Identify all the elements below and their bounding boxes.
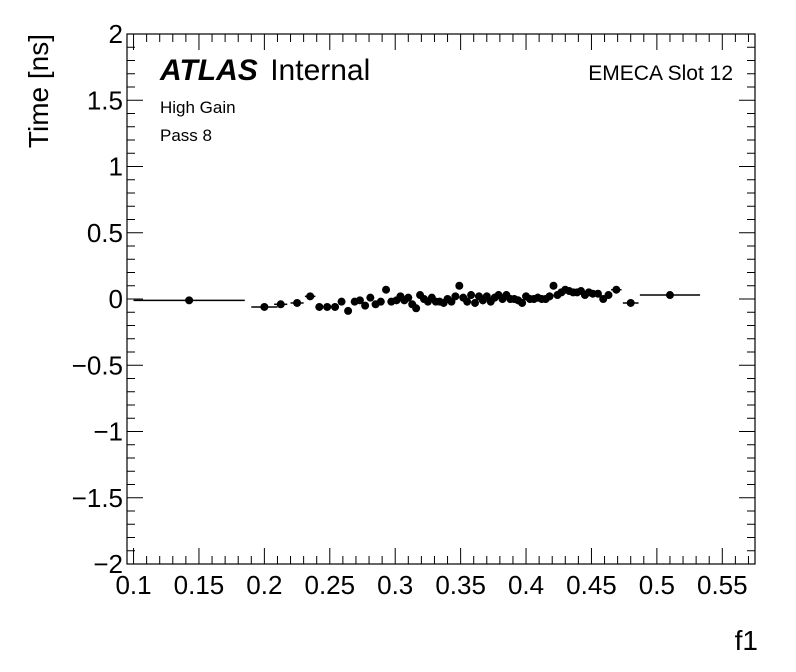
data-point <box>251 302 278 311</box>
y-tick-label: 1 <box>109 152 123 182</box>
y-tick-label: −2 <box>93 549 123 579</box>
data-point <box>315 302 324 311</box>
x-tick-label: 0.25 <box>304 570 355 600</box>
data-points <box>133 281 701 315</box>
point-marker <box>306 292 315 301</box>
point-marker <box>545 292 554 301</box>
data-point <box>549 281 558 290</box>
x-tick-label: 0.4 <box>508 570 544 600</box>
point-marker <box>518 298 527 307</box>
point-marker <box>626 298 635 307</box>
data-point <box>366 293 375 302</box>
data-point <box>361 301 370 310</box>
data-point <box>133 296 245 305</box>
data-point <box>639 291 701 300</box>
point-marker <box>260 302 269 311</box>
point-marker <box>467 291 476 300</box>
y-tick-label: 0.5 <box>87 218 123 248</box>
x-tick-label: 0.45 <box>566 570 617 600</box>
data-point <box>404 293 413 302</box>
slot-label: EMECA Slot 12 <box>588 62 733 85</box>
data-point <box>274 300 288 309</box>
data-point <box>604 291 613 300</box>
x-axis-title: f1 <box>735 625 758 656</box>
y-tick-label: 1.5 <box>87 85 123 115</box>
x-tick-label: 0.55 <box>697 570 748 600</box>
atlas-logo-text: ATLAS <box>159 54 258 87</box>
point-marker <box>344 306 353 315</box>
y-axis-title: Time [ns] <box>23 34 54 148</box>
point-marker <box>323 302 332 311</box>
y-tick-label: 2 <box>109 19 123 49</box>
point-marker <box>382 285 391 294</box>
point-marker <box>665 291 674 300</box>
data-point <box>518 298 527 307</box>
point-marker <box>463 297 472 306</box>
data-point <box>337 297 346 306</box>
x-tick-label: 0.15 <box>174 570 225 600</box>
data-point <box>594 289 602 298</box>
point-marker <box>604 291 613 300</box>
y-tick-label: −0.5 <box>72 350 123 380</box>
y-tick-label: −1 <box>93 417 123 447</box>
point-marker <box>612 285 621 294</box>
point-marker <box>355 296 364 305</box>
point-marker <box>412 304 421 313</box>
data-point <box>323 302 332 311</box>
point-marker <box>376 297 385 306</box>
point-marker <box>455 281 464 290</box>
data-point <box>451 292 460 301</box>
point-marker <box>337 297 346 306</box>
data-point <box>611 285 622 294</box>
data-point <box>463 297 472 306</box>
atlas-status-text: Internal <box>270 54 370 87</box>
gain-label: High Gain <box>160 98 236 117</box>
point-marker <box>276 300 285 309</box>
point-marker <box>293 298 302 307</box>
point-marker <box>366 293 375 302</box>
x-tick-label: 0.2 <box>246 570 282 600</box>
x-tick-label: 0.35 <box>435 570 486 600</box>
data-point <box>467 291 476 300</box>
data-point <box>545 292 554 301</box>
x-tick-label: 0.1 <box>115 570 151 600</box>
data-point <box>412 304 421 313</box>
point-marker <box>451 292 460 301</box>
axis-ticks <box>127 33 755 565</box>
data-point <box>290 298 304 307</box>
point-marker <box>185 296 194 305</box>
data-point <box>304 292 316 301</box>
x-tick-label: 0.5 <box>639 570 675 600</box>
y-tick-labels: −2 −1.5 −1 −0.5 0 0.5 1 1.5 2 <box>72 19 123 579</box>
atlas-label: ATLAS Internal <box>159 54 370 87</box>
point-marker <box>404 293 413 302</box>
point-marker <box>361 301 370 310</box>
data-point <box>331 302 340 311</box>
x-tick-label: 0.3 <box>377 570 413 600</box>
point-marker <box>594 289 602 298</box>
x-tick-labels: 0.1 0.15 0.2 0.25 0.3 0.35 0.4 0.45 0.5 0.55 <box>115 570 747 600</box>
data-point <box>455 281 464 290</box>
point-marker <box>331 302 340 311</box>
point-marker <box>549 281 558 290</box>
data-point <box>471 298 480 307</box>
y-tick-label: 0 <box>109 284 123 314</box>
data-point <box>376 297 385 306</box>
data-point <box>355 296 364 305</box>
y-tick-label: −1.5 <box>72 483 123 513</box>
point-marker <box>471 298 480 307</box>
point-marker <box>315 302 324 311</box>
pass-label: Pass 8 <box>160 126 212 145</box>
data-point <box>344 306 353 315</box>
data-point <box>622 298 639 307</box>
data-point <box>382 285 391 294</box>
